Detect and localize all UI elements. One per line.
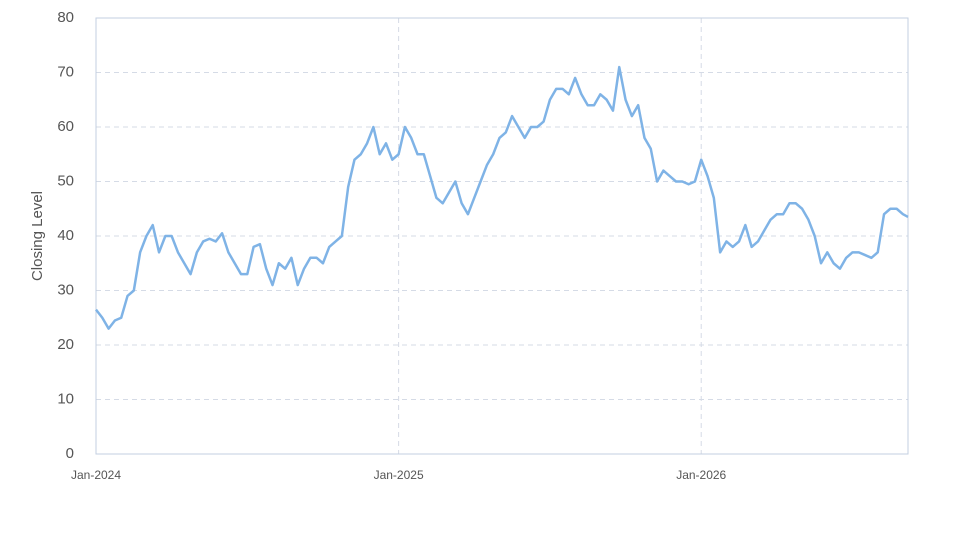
- x-tick-label: Jan-2024: [71, 468, 121, 482]
- y-tick-label: 50: [57, 172, 74, 189]
- y-axis-title: Closing Level: [29, 191, 46, 281]
- y-tick-label: 20: [57, 336, 74, 353]
- x-tick-label: Jan-2025: [374, 468, 424, 482]
- y-tick-label: 40: [57, 227, 74, 244]
- y-tick-label: 10: [57, 390, 74, 407]
- y-tick-label: 60: [57, 118, 74, 135]
- line: [95, 65, 909, 330]
- y-tick-label: 30: [57, 281, 74, 298]
- plot-frame: [95, 17, 909, 455]
- x-tick-label: Jan-2026: [676, 468, 726, 482]
- y-tick-label: 70: [57, 63, 74, 80]
- y-tick-label: 80: [57, 9, 74, 26]
- y-tick-label: 0: [66, 445, 74, 462]
